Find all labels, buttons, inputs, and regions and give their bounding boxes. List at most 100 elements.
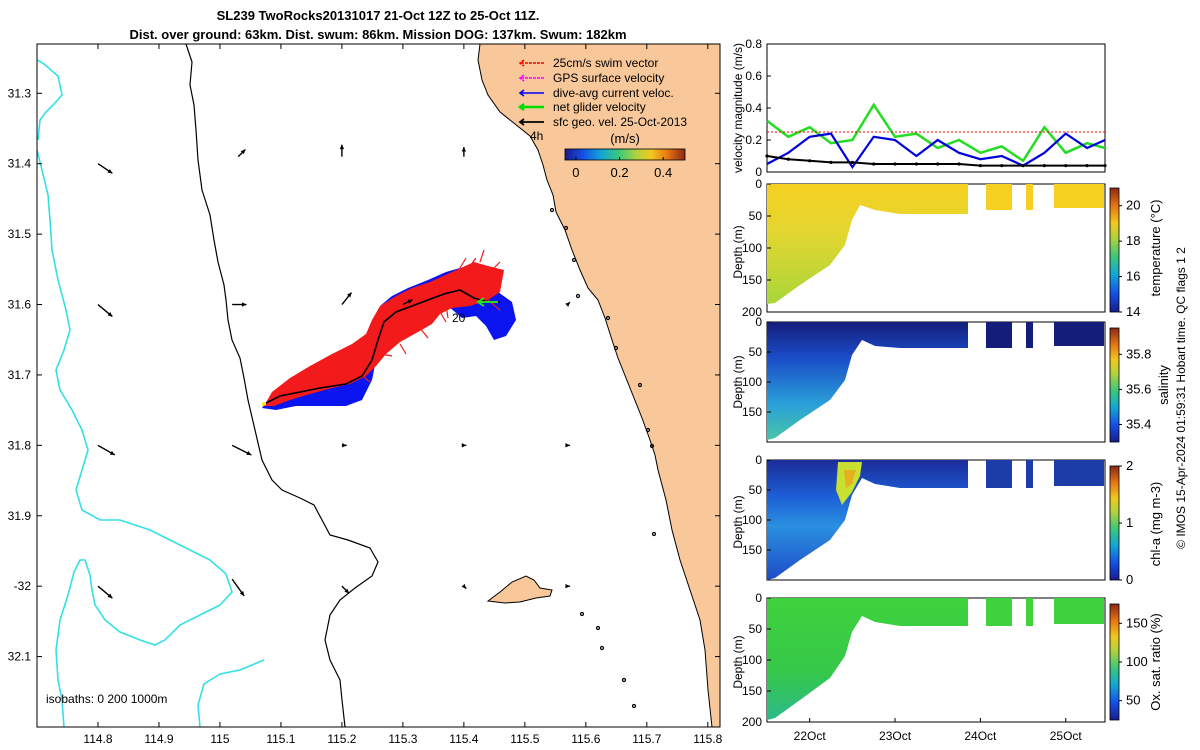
geo-velocity-arrow [237, 148, 246, 158]
geo-velocity-arrow [565, 584, 570, 589]
salinity-cbar-label: salinity [1156, 365, 1171, 405]
geo-velocity-arrow [231, 444, 252, 456]
map-islets [549, 207, 657, 709]
map-colorbar-label: (m/s) [610, 131, 640, 146]
geo-velocity-arrow [341, 292, 353, 305]
velocity-series-line [766, 132, 1106, 170]
depth-tick-label: 150 [742, 684, 762, 698]
map-y-tick-label: 31.6 [8, 298, 32, 312]
depth-tick-label: 100 [742, 241, 762, 255]
depth-tick-label: 50 [749, 209, 763, 223]
colorbar-tick-label: 35.6 [1126, 381, 1151, 396]
salinity-section-east [986, 322, 1104, 348]
temperature-colorbar [1109, 187, 1120, 313]
chla-ylabel: Depth (m) [731, 495, 745, 548]
colorbar-tick-label: 35.4 [1126, 416, 1151, 431]
depth-tick-label: 200 [742, 305, 762, 319]
temperature-cbar-label: temperature (°C) [1148, 200, 1163, 297]
colorbar-tick-label: 16 [1126, 269, 1140, 284]
velocity-point [1021, 164, 1025, 168]
salinity-panel: Depth (m) 0 50 100 150 35.4 35.6 35.8 salinit… [731, 315, 1171, 443]
velocity-ylabel: velocity magnitude (m/s) [731, 43, 745, 173]
map-colorbar-tick-label: 0.2 [611, 165, 629, 180]
colorbar-tick-label: 0 [1126, 572, 1133, 587]
colorbar-tick-label: 18 [1126, 233, 1140, 248]
salinity-section [767, 322, 968, 440]
temperature-section [767, 184, 968, 304]
temperature-ylabel: Depth (m) [731, 225, 745, 278]
colorbar-tick-label: 35.8 [1126, 346, 1151, 361]
geo-velocity-arrow [565, 301, 571, 307]
temperature-section-east [986, 184, 1104, 210]
velocity-point [872, 162, 876, 166]
geo-velocity-arrow [97, 303, 113, 318]
figure-title-line2: Dist. over ground: 63km. Dist. swum: 86k… [129, 27, 626, 42]
timestep-label-4h: 4h [530, 129, 543, 143]
depth-tick-label: 150 [742, 273, 762, 287]
legend-label-gps: GPS surface velocity [553, 71, 664, 85]
isobath-1000m-south [197, 659, 265, 727]
isobath-1000m [37, 59, 233, 727]
velocity-series-line [766, 102, 1106, 163]
map-y-tick-label: 31.9 [8, 509, 32, 523]
chla-section-east [986, 460, 1104, 488]
geo-velocity-arrow [402, 299, 413, 306]
velocity-point [829, 160, 833, 164]
velocity-panel: velocity magnitude (m/s) 0 0.2 0.4 0.6 0.8 [731, 37, 1107, 179]
velocity-point [1103, 164, 1107, 168]
geo-velocity-arrow [232, 302, 247, 307]
isobath-200m [185, 44, 379, 727]
swim-vectors [264, 262, 504, 406]
time-tick-label: 25Oct [1050, 729, 1083, 743]
velocity-point [1085, 164, 1089, 168]
legend-label-net-glider: net glider velocity [553, 100, 646, 114]
geo-velocity-arrow [339, 144, 345, 157]
colorbar-tick-label: 50 [1126, 693, 1140, 708]
depth-tick-label: 100 [742, 513, 762, 527]
geo-velocity-arrow [97, 163, 113, 174]
map-colorbar-gradient [564, 148, 686, 161]
legend-label-geo-vel: sfc geo. vel. 25-Oct-2013 [553, 115, 687, 129]
map-x-tick-label: 114.8 [83, 732, 112, 746]
map-x-tick-label: 114.9 [144, 732, 173, 746]
geo-velocity-arrow [231, 578, 245, 597]
velocity-y-tick-label: 0 [755, 165, 762, 179]
depth-tick-label: 150 [742, 543, 762, 557]
velocity-point [936, 162, 940, 166]
colorbar-tick-label: 1 [1126, 515, 1133, 530]
map-y-tick-label: 32.1 [8, 650, 32, 664]
legend-dive-avg-icon [518, 89, 544, 97]
oxygen-colorbar-ticks: 50 100 150 [1119, 615, 1148, 708]
depth-tick-label: 0 [755, 315, 762, 329]
colorbar-tick-label: 2 [1126, 458, 1133, 473]
map-y-tick-label: -32 [14, 579, 32, 593]
velocity-point [957, 162, 961, 166]
depth-tick-label: 0 [755, 591, 762, 605]
oxygen-section-east [986, 598, 1104, 626]
geo-velocity-arrow [461, 443, 467, 448]
velocity-point [808, 159, 812, 163]
legend-label-swim: 25cm/s swim vector [553, 56, 658, 70]
map-x-tick-label: 115.5 [510, 732, 539, 746]
time-tick-label: 22Oct [794, 729, 827, 743]
velocity-y-axis: 0 0.2 0.4 0.6 0.8 [745, 37, 771, 179]
map-x-tick-label: 115.8 [693, 732, 722, 746]
salinity-y-axis: 0 50 100 150 [742, 315, 771, 419]
map-legend: 25cm/s swim vector GPS surface velocity … [517, 56, 687, 129]
map-y-axis: 31.3 31.4 31.5 31.6 31.7 31.8 31.9 -32 32.1 [8, 86, 720, 664]
velocity-point [765, 154, 769, 158]
temperature-colorbar-ticks: 14 16 18 20 [1119, 198, 1140, 319]
map-colorbar-ticks: 0 0.2 0.4 [572, 157, 672, 180]
salinity-colorbar [1109, 327, 1120, 443]
oxygen-ylabel: Depth (m) [731, 635, 745, 688]
colorbar-tick-label: 14 [1126, 304, 1140, 319]
map-y-tick-label: 31.5 [8, 227, 32, 241]
geo-velocity-arrow [97, 585, 113, 599]
map-x-tick-label: 115.6 [571, 732, 600, 746]
chla-y-axis: 0 50 100 150 [742, 453, 771, 557]
oxygen-cbar-label: Ox. sat. ratio (%) [1148, 613, 1163, 711]
depth-tick-label: 100 [742, 375, 762, 389]
legend-geo-vel-icon [518, 118, 544, 126]
map-y-tick-label: 31.8 [8, 438, 32, 452]
depth-tick-label: 0 [755, 177, 762, 191]
